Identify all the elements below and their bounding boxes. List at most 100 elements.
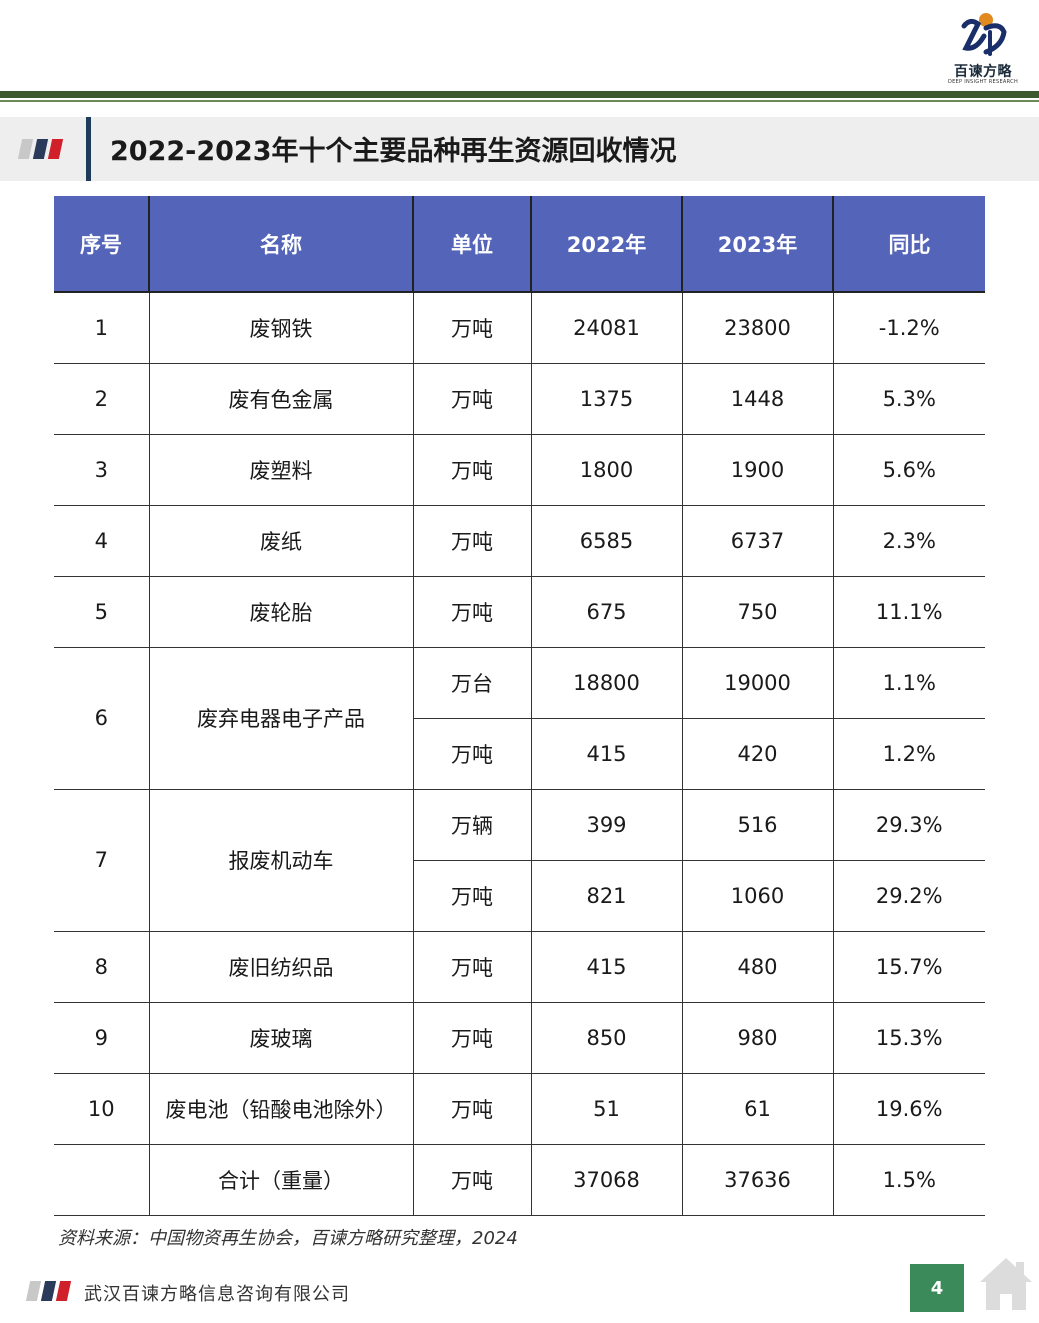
cell-name: 废旧纺织品 <box>149 931 414 1003</box>
cell-name: 废电池（铅酸电池除外） <box>149 1073 414 1145</box>
cell-2022: 24081 <box>531 292 683 364</box>
table-row: 7 报废机动车 万辆 399 516 29.3% <box>54 789 985 932</box>
source-note: 资料来源：中国物资再生协会，百谏方略研究整理，2024 <box>58 1228 518 1249</box>
cell-2023: 1900 <box>682 434 834 506</box>
title-accent-bar <box>86 117 91 181</box>
cell-unit: 万吨 <box>413 931 532 1003</box>
table-row: 5 废轮胎 万吨 675 750 11.1% <box>54 576 985 648</box>
header-rule <box>0 91 1039 98</box>
home-icon[interactable] <box>976 1252 1036 1314</box>
cell-no: 2 <box>54 363 150 435</box>
header-rule-thin <box>0 100 1039 102</box>
cell-2023: 480 <box>682 931 834 1003</box>
cell-name: 废玻璃 <box>149 1002 414 1074</box>
cell-no: 7 <box>54 789 150 932</box>
cell-unit: 万吨 <box>413 434 532 506</box>
cell-yoy: 15.7% <box>833 931 985 1003</box>
brand-name: 百谏方略 <box>954 64 1012 80</box>
cell-name: 废塑料 <box>149 434 414 506</box>
cell-2023: 980 <box>682 1002 834 1074</box>
cell-name: 废纸 <box>149 505 414 577</box>
cell-yoy: 1.5% <box>833 1144 985 1216</box>
cell-yoy: 11.1% <box>833 576 985 648</box>
cell-yoy: 19.6% <box>833 1073 985 1145</box>
cell-name: 废有色金属 <box>149 363 414 435</box>
logo-mark-icon <box>961 13 1007 56</box>
cell-no: 8 <box>54 931 150 1003</box>
cell-yoy: 2.3% <box>833 505 985 577</box>
col-header-no: 序号 <box>54 196 150 293</box>
cell-2022: 51 <box>531 1073 683 1145</box>
cell-yoy: -1.2% <box>833 292 985 364</box>
page-number: 4 <box>910 1264 964 1312</box>
cell-no: 5 <box>54 576 150 648</box>
cell-unit: 万吨 <box>413 363 532 435</box>
cell-yoy: 5.3% <box>833 363 985 435</box>
cell-unit: 万辆 <box>413 789 532 861</box>
cell-2022: 1800 <box>531 434 683 506</box>
cell-no <box>54 1144 150 1216</box>
cell-2022: 6585 <box>531 505 683 577</box>
cell-unit: 万台 <box>413 647 532 719</box>
table-row: 2 废有色金属 万吨 1375 1448 5.3% <box>54 363 985 435</box>
brand-subtitle: DEEP INSIGHT RESEARCH <box>947 79 1019 85</box>
cell-unit: 万吨 <box>413 860 532 932</box>
cell-unit: 万吨 <box>413 1144 532 1216</box>
cell-2022: 399 <box>531 789 683 861</box>
cell-no: 1 <box>54 292 150 364</box>
cell-2022: 675 <box>531 576 683 648</box>
cell-no: 3 <box>54 434 150 506</box>
cell-unit: 万吨 <box>413 292 532 364</box>
cell-yoy: 1.2% <box>833 718 985 790</box>
cell-name: 废弃电器电子产品 <box>149 647 414 790</box>
cell-2022: 18800 <box>531 647 683 719</box>
cell-name: 废轮胎 <box>149 576 414 648</box>
table-row: 10 废电池（铅酸电池除外） 万吨 51 61 19.6% <box>54 1073 985 1145</box>
cell-yoy: 29.2% <box>833 860 985 932</box>
col-header-unit: 单位 <box>413 196 532 293</box>
footer-flag-icon <box>25 1281 72 1301</box>
table-row: 9 废玻璃 万吨 850 980 15.3% <box>54 1002 985 1074</box>
table-header-row: 序号 名称 单位 2022年 2023年 同比 <box>54 196 985 293</box>
cell-name: 报废机动车 <box>149 789 414 932</box>
page-title: 2022-2023年十个主要品种再生资源回收情况 <box>110 136 677 167</box>
cell-no: 10 <box>54 1073 150 1145</box>
table-row: 万吨 415 420 1.2% <box>54 718 985 790</box>
cell-no: 6 <box>54 647 150 790</box>
cell-2022: 415 <box>531 718 683 790</box>
cell-2022: 821 <box>531 860 683 932</box>
table-total-row: 合计（重量） 万吨 37068 37636 1.5% <box>54 1144 985 1216</box>
cell-no: 4 <box>54 505 150 577</box>
cell-2023: 23800 <box>682 292 834 364</box>
table-row: 万吨 821 1060 29.2% <box>54 860 985 932</box>
cell-unit: 万吨 <box>413 505 532 577</box>
cell-2023: 6737 <box>682 505 834 577</box>
flag-stripes-icon <box>17 139 64 159</box>
cell-unit: 万吨 <box>413 718 532 790</box>
table-row: 1 废钢铁 万吨 24081 23800 -1.2% <box>54 292 985 364</box>
cell-name: 废钢铁 <box>149 292 414 364</box>
cell-2022: 415 <box>531 931 683 1003</box>
footer-company: 武汉百谏方略信息咨询有限公司 <box>84 1284 350 1305</box>
table-row: 4 废纸 万吨 6585 6737 2.3% <box>54 505 985 577</box>
cell-yoy: 5.6% <box>833 434 985 506</box>
cell-2023: 516 <box>682 789 834 861</box>
cell-2023: 61 <box>682 1073 834 1145</box>
cell-2022: 1375 <box>531 363 683 435</box>
col-header-yoy: 同比 <box>833 196 985 293</box>
col-header-2022: 2022年 <box>531 196 683 293</box>
cell-unit: 万吨 <box>413 1002 532 1074</box>
cell-2023: 1448 <box>682 363 834 435</box>
cell-unit: 万吨 <box>413 576 532 648</box>
cell-yoy: 1.1% <box>833 647 985 719</box>
cell-yoy: 15.3% <box>833 1002 985 1074</box>
title-band <box>0 117 1039 181</box>
col-header-name: 名称 <box>149 196 414 293</box>
cell-name: 合计（重量） <box>149 1144 414 1216</box>
table-row: 6 废弃电器电子产品 万台 18800 19000 1.1% <box>54 647 985 790</box>
col-header-2023: 2023年 <box>682 196 834 293</box>
recycling-table: 序号 名称 单位 2022年 2023年 同比 1 废钢铁 万吨 24081 2… <box>54 196 985 1216</box>
company-logo: 百谏方略 DEEP INSIGHT RESEARCH <box>938 6 1028 86</box>
table-row: 8 废旧纺织品 万吨 415 480 15.7% <box>54 931 985 1003</box>
cell-2023: 1060 <box>682 860 834 932</box>
